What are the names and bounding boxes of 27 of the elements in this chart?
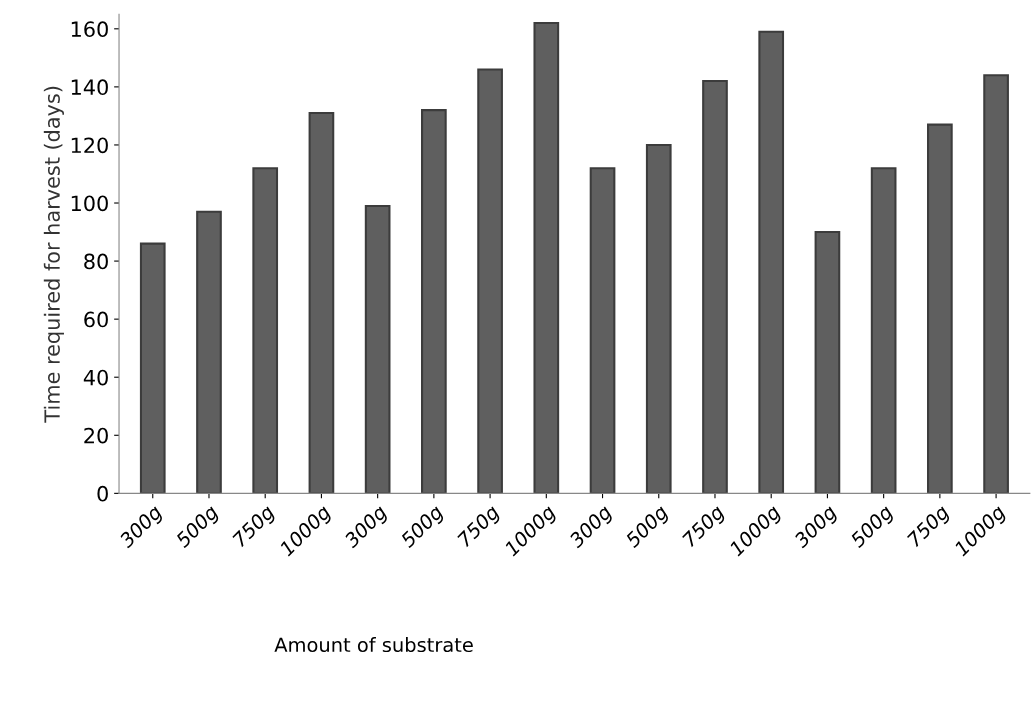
y-tick-label: 140 [71, 79, 108, 96]
bar [477, 68, 503, 494]
x-axis-title: Amount of substrate [274, 637, 473, 653]
y-tick-label: 20 [84, 427, 108, 444]
bar [702, 80, 728, 494]
y-tick-label: 80 [84, 253, 108, 270]
bar [589, 167, 616, 494]
bar [308, 111, 335, 494]
y-tick-label: 0 [97, 485, 108, 502]
y-tick-label: 120 [71, 137, 108, 154]
bar [645, 143, 672, 494]
bar [196, 210, 222, 494]
bar [870, 167, 897, 494]
bar [927, 123, 953, 494]
bar [139, 242, 166, 494]
bar [533, 21, 560, 494]
y-tick-label: 60 [84, 311, 108, 328]
bar [364, 204, 391, 494]
bar [421, 109, 447, 494]
bar [983, 74, 1009, 494]
y-axis-title: Time required for harvest (days) [43, 86, 64, 423]
y-tick-label: 100 [71, 195, 108, 212]
bar [252, 167, 279, 494]
bar [814, 231, 841, 494]
y-tick-label: 160 [71, 21, 108, 38]
bar [758, 30, 785, 494]
y-tick-label: 40 [83, 369, 108, 386]
